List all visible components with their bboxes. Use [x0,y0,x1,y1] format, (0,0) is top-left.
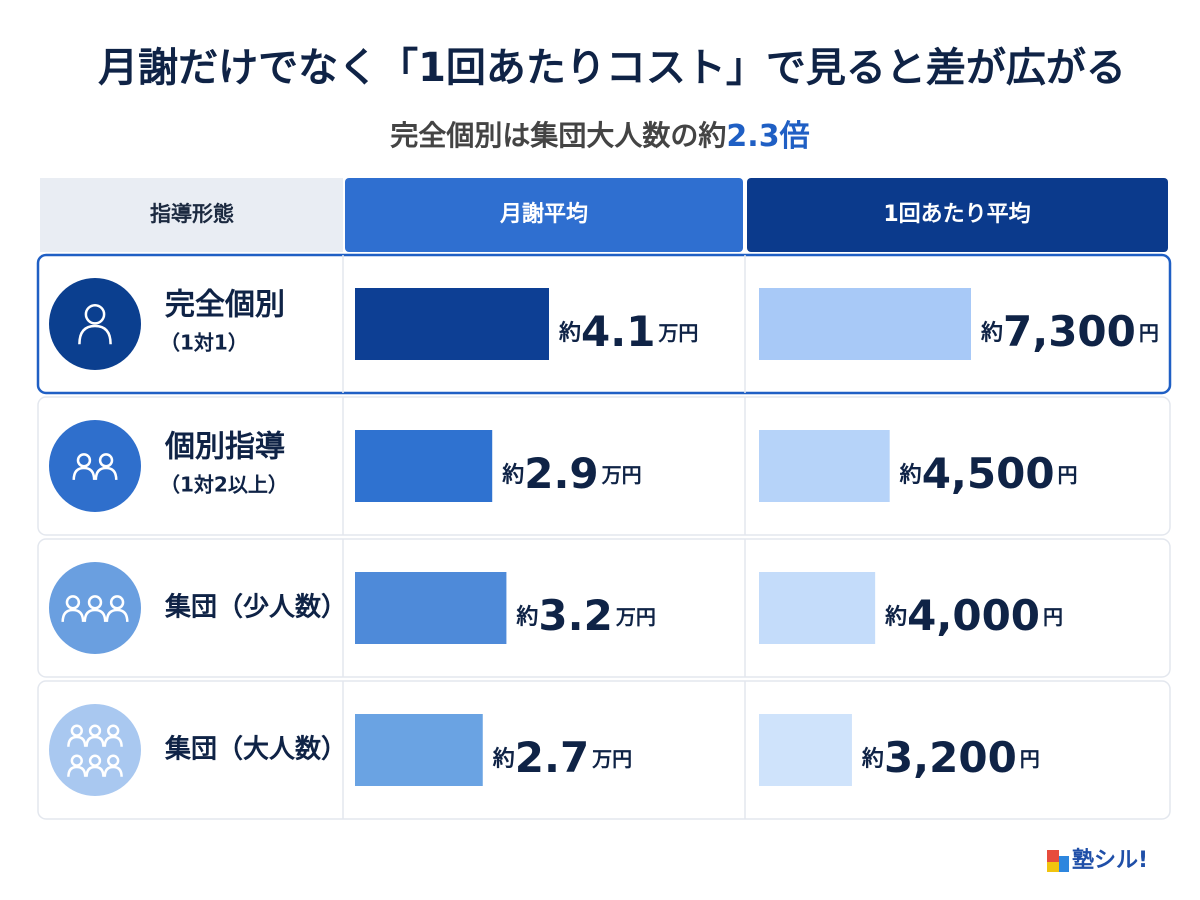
header-label: 指導形態 [150,202,234,226]
row-name: 集団（少人数） [164,593,347,623]
header-cell [747,178,1168,252]
subtitle-highlight: 2.3倍 [726,119,809,154]
table-body: 完全個別（1対1） 約4.1 万円 約7,300 円個別指導（1対2以上） 約2.9 万円約… [36,253,1172,820]
table-row: 集団（大人数） 約2.7 万円 約3,200 円 [37,680,1171,820]
row-name: 集団（大人数） [164,735,347,765]
icon [49,278,141,370]
value-prefix: 約 [980,320,1003,346]
table-row: 集団（少人数） 約3.2 万円 約4,000 円 [37,538,1171,678]
icon-body [103,765,123,777]
value-label: 約4.1 万円 [558,307,698,356]
value-number: 2.7 [515,733,589,782]
value-unit: 円 [1139,321,1159,345]
icon-head [70,724,83,737]
bar [355,430,493,502]
icon-bg [49,704,141,796]
icon-head [88,724,102,737]
value-number: 4,500 [922,449,1055,498]
value-number: 2.9 [524,449,598,498]
subtitle-text: 完全個別は集団大人数の約 [389,119,726,152]
title: 月謝だけでなく「1回あたりコスト」で見ると差が広がる [98,45,1126,91]
icon-head [107,724,120,737]
header-label: 月謝平均 [499,201,588,227]
value-label: 約4,000 円 [884,591,1063,640]
bar [759,572,876,644]
icon [49,420,141,512]
icon-head [107,754,120,767]
icon [49,562,141,654]
icon-head [87,595,103,610]
icon-body [67,735,87,747]
value-prefix: 約 [899,462,922,488]
logo: 塾シル! [1047,847,1148,873]
row-detail: （1対2以上） [160,473,288,497]
value-number: 3.2 [538,591,612,640]
bar [759,430,890,502]
value-label: 約2.7 万円 [492,733,632,782]
row-bg [37,538,1171,678]
header-label: 1回あたり平均 [883,201,1030,227]
value-unit: 円 [1043,605,1063,629]
row-name: 個別指導 [164,430,285,465]
logo-text: 塾シル! [1072,847,1148,873]
header-cell [345,178,743,252]
row-bg [37,680,1171,820]
value-number: 4.1 [581,307,655,356]
value-unit: 万円 [601,463,642,487]
icon-head [70,754,83,767]
logo-block [1059,856,1069,872]
icon-body [85,735,105,747]
value-number: 7,300 [1003,307,1136,356]
value-number: 4,000 [907,591,1040,640]
table-row: 完全個別（1対1） 約4.1 万円 約7,300 円 [36,253,1172,395]
icon-head [84,303,106,325]
icon-body [105,608,129,622]
bar [355,288,549,360]
value-label: 約3,200 円 [861,733,1040,782]
value-prefix: 約 [558,320,581,346]
bar [355,572,507,644]
icon-body [103,735,123,747]
icon [49,704,141,796]
icon-body [67,765,87,777]
icon-head [88,754,102,767]
icon-head [98,453,114,468]
value-prefix: 約 [501,462,524,488]
header-cell [40,178,343,252]
value-label: 約4,500 円 [899,449,1078,498]
row-name: 完全個別 [164,288,285,323]
icon-body [85,765,105,777]
bar [759,714,852,786]
value-unit: 万円 [657,321,698,345]
value-prefix: 約 [884,604,907,630]
icon-body [78,324,112,345]
icon-head [65,595,81,610]
icon-body [61,608,85,622]
subtitle: 完全個別は集団大人数の約2.3倍 [389,119,809,154]
icon-bg [49,420,141,512]
icon-head [109,595,125,610]
icon-head [76,453,92,468]
row-detail: （1対1） [160,331,248,355]
bar [355,714,483,786]
value-label: 約7,300 円 [980,307,1159,356]
value-prefix: 約 [515,604,538,630]
value-prefix: 約 [492,746,515,772]
value-unit: 円 [1020,747,1040,771]
bar [759,288,971,360]
value-unit: 万円 [615,605,656,629]
logo-block [1047,850,1059,862]
value-number: 3,200 [884,733,1017,782]
value-unit: 万円 [591,747,632,771]
value-unit: 円 [1058,463,1078,487]
icon-body [94,466,118,480]
value-label: 約3.2 万円 [515,591,655,640]
value-prefix: 約 [861,746,884,772]
icon-body [83,608,107,622]
table-row: 個別指導（1対2以上） 約2.9 万円 約4,500 円 [37,396,1171,536]
logo-block [1047,862,1059,872]
icon-body [72,466,96,480]
value-label: 約2.9 万円 [501,449,641,498]
